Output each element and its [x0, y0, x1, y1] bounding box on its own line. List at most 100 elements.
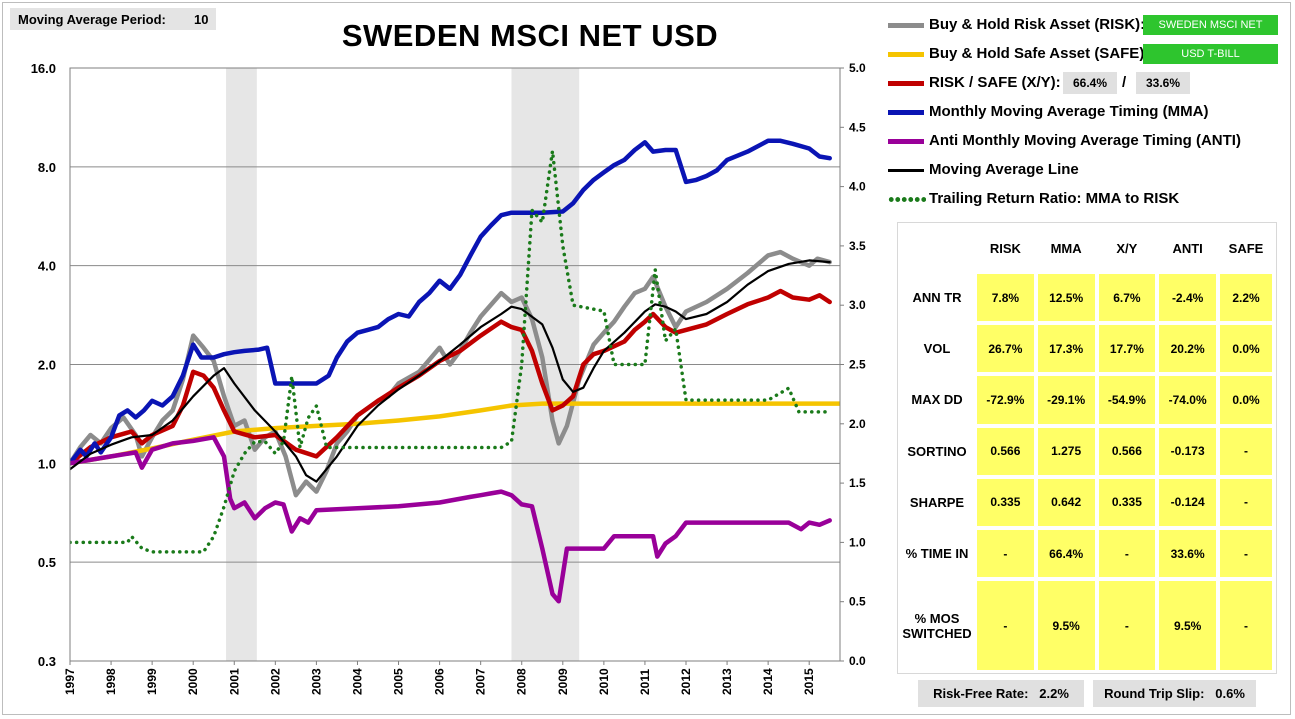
- left-tick-label: 16.0: [31, 61, 56, 76]
- stats-cell: -74.0%: [1159, 376, 1216, 424]
- risk-free-rate: Risk-Free Rate: 2.2%: [918, 680, 1084, 707]
- stats-cell: 9.5%: [1037, 581, 1095, 670]
- ma-period-label: Moving Average Period:: [18, 12, 166, 27]
- series-line-ratio: [70, 149, 832, 554]
- series-line-xy: [70, 288, 832, 466]
- stats-cell: -: [977, 581, 1034, 670]
- x-tick-label: 2009: [556, 668, 570, 695]
- main-chart: 16.0 8.0 4.0 2.0 1.0 0.5 0.3 5.0 4.5 4.0 3.5 3.0 2.5…: [31, 61, 866, 695]
- right-tick-label: 1.5: [849, 476, 866, 490]
- stats-row: % MOS SWITCHED -9.5% -9.5% -: [901, 581, 1272, 670]
- col-safe: SAFE: [1220, 226, 1272, 270]
- series-line-ma_line: [70, 259, 831, 483]
- stats-cell: 33.6%: [1159, 529, 1216, 578]
- x-tick-label: 1998: [104, 668, 118, 695]
- stats-cell: 66.4%: [1037, 529, 1095, 578]
- x-tick-label: 2005: [392, 668, 406, 695]
- legend-xy-swatch: [888, 81, 924, 86]
- series-line-risk: [70, 249, 832, 498]
- xy-risk-pct: 66.4%: [1063, 72, 1117, 94]
- legend-safe-swatch: [888, 52, 924, 57]
- stats-row-label: SORTINO: [901, 427, 973, 475]
- ma-period-box: Moving Average Period: 10: [10, 8, 216, 30]
- x-tick-label: 2015: [802, 668, 816, 695]
- legend-ratio-label: Trailing Return Ratio: MMA to RISK: [929, 190, 1180, 207]
- stats-cell: 17.7%: [1098, 325, 1156, 373]
- stats-row-label: VOL: [901, 325, 973, 373]
- stats-cell: 0.335: [1098, 478, 1156, 526]
- stats-row: VOL 26.7% 17.3% 17.7% 20.2% 0.0%: [901, 325, 1272, 373]
- right-tick-label: 5.0: [849, 61, 866, 75]
- chart-title: SWEDEN MSCI NET USD: [341, 18, 719, 53]
- round-trip-slip: Round Trip Slip: 0.6%: [1093, 680, 1256, 707]
- x-tick-label: 1997: [63, 668, 77, 695]
- stats-cell: 1.275: [1037, 427, 1095, 475]
- right-tick-label: 2.5: [849, 358, 866, 372]
- stats-cell: -: [1098, 529, 1156, 578]
- x-tick-label: 2008: [515, 668, 529, 695]
- left-tick-label: 4.0: [38, 259, 56, 274]
- x-tick-label: 2012: [679, 668, 693, 695]
- x-tick-label: 2013: [720, 668, 734, 695]
- legend-risk-label: Buy & Hold Risk Asset (RISK):: [929, 16, 1146, 33]
- stats-row-label: % MOS SWITCHED: [901, 581, 973, 670]
- stats-cell: -: [977, 529, 1034, 578]
- stats-cell: -2.4%: [1159, 274, 1216, 322]
- stats-row: SORTINO 0.566 1.275 0.566 -0.173-: [901, 427, 1272, 475]
- stats-cell: 2.2%: [1220, 274, 1272, 322]
- legend-anti-swatch: [888, 139, 924, 144]
- stats-row-label: SHARPE: [901, 478, 973, 526]
- stats-row: ANN TR 7.8% 12.5% 6.7% -2.4% 2.2%: [901, 274, 1272, 322]
- stats-cell: -72.9%: [977, 376, 1034, 424]
- stats-cell: -: [1220, 581, 1272, 670]
- left-tick-label: 1.0: [38, 456, 56, 471]
- stats-cell: -29.1%: [1037, 376, 1095, 424]
- legend-xy-label: RISK / SAFE (X/Y):: [929, 74, 1061, 91]
- safe-asset-badge: USD T-BILL: [1143, 44, 1278, 64]
- right-tick-label: 3.0: [849, 298, 866, 312]
- col-anti: ANTI: [1159, 226, 1216, 270]
- x-tick-label: 2001: [227, 668, 241, 695]
- legend-ma-line-swatch: [888, 169, 924, 172]
- x-tick-label: 2007: [474, 668, 488, 695]
- stats-cell: -: [1220, 529, 1272, 578]
- stats-cell: 26.7%: [977, 325, 1034, 373]
- stats-cell: 0.642: [1037, 478, 1095, 526]
- left-tick-label: 2.0: [38, 358, 56, 373]
- left-tick-label: 8.0: [38, 160, 56, 175]
- ma-period-value: 10: [194, 12, 209, 27]
- xy-safe-pct: 33.6%: [1136, 72, 1190, 94]
- x-tick-label: 2014: [761, 668, 775, 695]
- left-tick-label: 0.3: [38, 654, 56, 669]
- x-tick-label: 2004: [350, 668, 364, 695]
- stats-cell: 0.566: [1098, 427, 1156, 475]
- slip-value: 0.6%: [1215, 686, 1245, 701]
- stats-cell: -0.124: [1159, 478, 1216, 526]
- stats-cell: 0.335: [977, 478, 1034, 526]
- stats-cell: 7.8%: [977, 274, 1034, 322]
- series-line-anti: [70, 435, 832, 604]
- stats-cell: 0.0%: [1220, 376, 1272, 424]
- series-line-mma: [70, 138, 832, 466]
- stats-cell: -54.9%: [1098, 376, 1156, 424]
- x-tick-label: 2006: [433, 668, 447, 695]
- right-tick-label: 3.5: [849, 239, 866, 253]
- series-line-safe: [70, 401, 840, 466]
- stats-row-label: ANN TR: [901, 274, 973, 322]
- col-xy: X/Y: [1098, 226, 1156, 270]
- right-tick-label: 4.0: [849, 180, 866, 194]
- right-tick-label: 1.0: [849, 535, 866, 549]
- stats-cell: 0.0%: [1220, 325, 1272, 373]
- stats-corner: [901, 226, 973, 270]
- stats-cell: 17.3%: [1037, 325, 1095, 373]
- stats-cell: 0.566: [977, 427, 1034, 475]
- stats-cell: 9.5%: [1159, 581, 1216, 670]
- legend-mma-swatch: [888, 110, 924, 115]
- slip-label: Round Trip Slip:: [1104, 686, 1205, 701]
- right-tick-label: 0.5: [849, 595, 866, 609]
- stats-row-label: MAX DD: [901, 376, 973, 424]
- stats-table: RISK MMA X/Y ANTI SAFE ANN TR 7.8% 12.5% 6.…: [897, 222, 1276, 674]
- x-tick-label: 2003: [309, 668, 323, 695]
- right-tick-label: 2.0: [849, 417, 866, 431]
